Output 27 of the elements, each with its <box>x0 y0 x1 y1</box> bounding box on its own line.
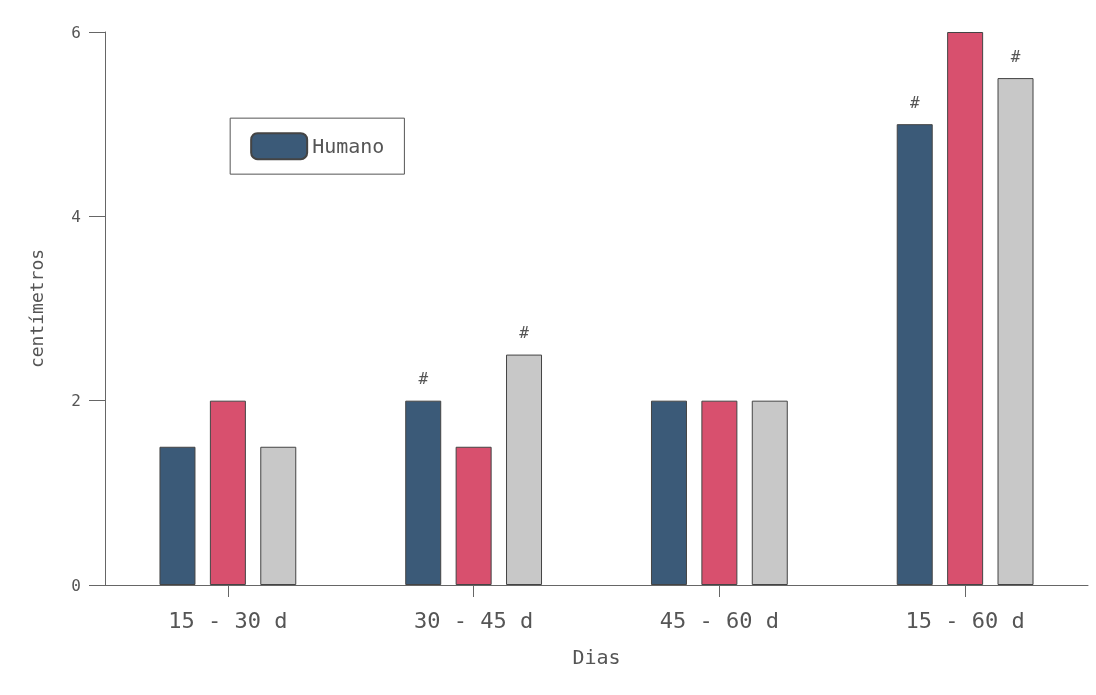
x-tick-label: 15 - 30 d <box>168 607 288 633</box>
bar <box>896 124 933 585</box>
bar <box>260 446 297 585</box>
data-label: # <box>418 369 429 389</box>
bar <box>405 400 442 585</box>
y-tick-label: 4 <box>71 206 81 226</box>
bar <box>455 446 492 585</box>
data-label: # <box>909 92 920 112</box>
y-axis-title: centímetros <box>25 248 47 369</box>
x-tick-label: 30 - 45 d <box>414 607 534 633</box>
bar <box>159 446 196 585</box>
bar <box>650 400 687 585</box>
y-tick-label: 2 <box>71 391 81 411</box>
x-axis-title: Dias <box>572 645 621 669</box>
legend-label: Humano <box>312 134 385 159</box>
bar <box>209 400 246 585</box>
bar <box>751 400 788 585</box>
bar <box>947 32 984 585</box>
bar <box>701 400 738 585</box>
y-tick-label: 0 <box>71 575 81 595</box>
data-label: # <box>1010 46 1021 66</box>
y-tick-label: 6 <box>71 22 81 42</box>
x-tick-label: 15 - 60 d <box>905 607 1025 633</box>
bar <box>997 78 1034 585</box>
x-tick-label: 45 - 60 d <box>659 607 779 633</box>
bar <box>506 354 543 585</box>
data-label: # <box>519 323 530 343</box>
